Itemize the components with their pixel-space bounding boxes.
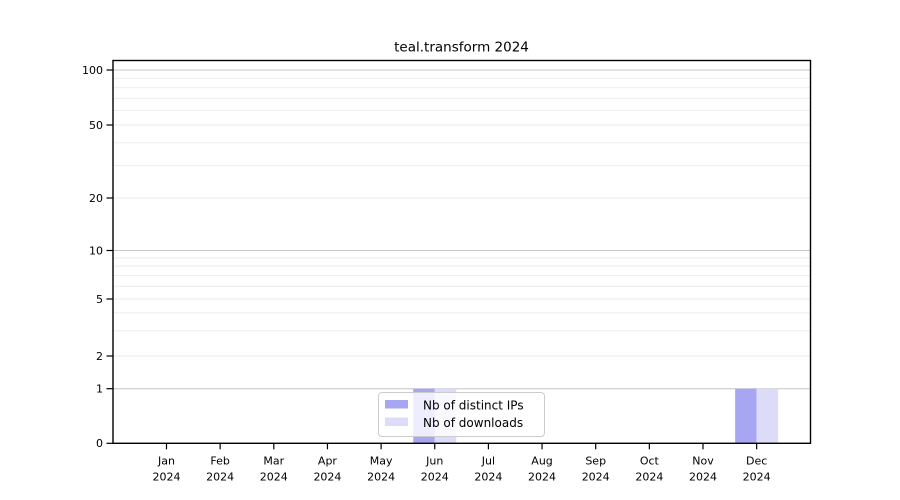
x-tick-label-year: 2024 [635,470,663,483]
x-tick-label-month: Jun [425,454,443,467]
x-tick-label-year: 2024 [582,470,610,483]
y-gridlines-minor [113,77,811,357]
y-gridlines-major [113,69,811,390]
x-tick-label-year: 2024 [528,470,556,483]
x-tick-label-year: 2024 [689,470,717,483]
y-tick-label: 100 [82,64,103,77]
x-tick-label-month: Sep [585,454,606,467]
y-tick-label: 50 [89,119,103,132]
y-tick-label: 5 [96,293,103,306]
x-tick-label-year: 2024 [313,470,341,483]
x-tick-label-month: Dec [746,454,767,467]
x-tick-label-year: 2024 [260,470,288,483]
bar-distinct-ips-dec [735,388,757,444]
x-tick-label-month: Feb [210,454,229,467]
y-axis: 0 1 2 5 10 20 50 100 [82,64,113,450]
plot-border [112,59,812,444]
x-tick-label-month: Mar [263,454,284,467]
legend: Nb of distinct IPs Nb of downloads [378,392,545,437]
bar-downloads-dec [756,388,779,444]
x-tick-label-year: 2024 [743,470,771,483]
x-axis: Jan 2024 Feb 2024 Mar 2024 Apr 2024 May 2024 Jun 20… [153,443,771,483]
legend-label-distinct-ips: Nb of distinct IPs [423,399,524,413]
y-tick-label: 1 [96,383,103,396]
x-tick-label-month: Nov [692,454,714,467]
chart-title: teal.transform 2024 [394,40,529,56]
y-tick-label: 0 [96,437,103,450]
x-tick-label-year: 2024 [206,470,234,483]
x-tick-label-year: 2024 [474,470,502,483]
y-tick-label: 10 [89,244,103,257]
legend-swatch-distinct-ips [385,400,408,409]
x-tick-label-month: Aug [531,454,552,467]
x-tick-label-month: May [370,454,393,467]
x-tick-label-month: Jul [481,454,495,467]
legend-swatch-downloads [385,417,408,426]
x-tick-label-year: 2024 [421,470,449,483]
legend-box [378,392,545,437]
y-tick-label: 20 [89,192,103,205]
x-tick-label-year: 2024 [367,470,395,483]
legend-label-downloads: Nb of downloads [423,416,523,430]
y-tick-label: 2 [96,350,103,363]
x-tick-label-month: Jan [157,454,175,467]
x-tick-label-year: 2024 [153,470,181,483]
x-tick-label-month: Apr [318,454,338,467]
x-tick-label-month: Oct [640,454,660,467]
